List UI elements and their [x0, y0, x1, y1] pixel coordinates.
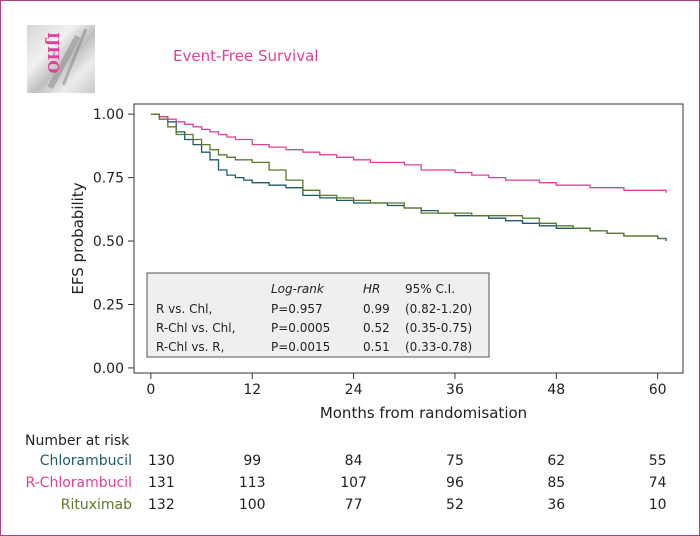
y-tick-label: 0.25 [93, 297, 124, 313]
series-line-rituximab [150, 113, 667, 240]
x-tick-label: 12 [243, 382, 261, 398]
x-tick-label: 48 [547, 382, 565, 398]
x-tick-label: 36 [446, 382, 464, 398]
y-tick-label: 0.75 [93, 171, 124, 187]
y-axis-label: EFS probability [69, 182, 87, 294]
y-tick-label: 0.50 [93, 234, 124, 250]
x-axis-label: Months from randomisation [320, 404, 527, 422]
stats-cell: 0.52 [363, 321, 390, 335]
stats-cell: R vs. Chl, [156, 302, 212, 316]
stats-cell: P=0.0015 [271, 340, 330, 354]
stats-cell: P=0.957 [271, 302, 323, 316]
stats-cell: P=0.0005 [271, 321, 330, 335]
stats-table-box [146, 272, 490, 358]
y-tick-label: 1.00 [93, 107, 124, 123]
x-tick-label: 24 [345, 382, 363, 398]
journal-logo: IJHO [27, 25, 95, 93]
stats-cell: 0.51 [363, 340, 390, 354]
y-tick-label: 0.00 [93, 361, 124, 377]
stats-header-cell: 95% C.I. [405, 282, 455, 296]
plot-frame [133, 103, 684, 374]
chart-title: Event-Free Survival [173, 47, 319, 65]
stats-cell: R-Chl vs. R, [156, 340, 224, 354]
stats-cell: R-Chl vs. Chl, [156, 321, 235, 335]
stats-header-cell: HR [363, 282, 380, 296]
stats-cell: 0.99 [363, 302, 390, 316]
stats-cell: (0.35-0.75) [405, 321, 472, 335]
series-line-chlorambucil [150, 113, 667, 241]
stats-cell: (0.33-0.78) [405, 340, 472, 354]
series-line-r-chlorambucil [150, 113, 667, 193]
x-tick-label: 0 [146, 382, 155, 398]
stats-cell: (0.82-1.20) [405, 302, 472, 316]
x-tick-label: 60 [649, 382, 667, 398]
stats-header-cell: Log-rank [271, 282, 325, 296]
